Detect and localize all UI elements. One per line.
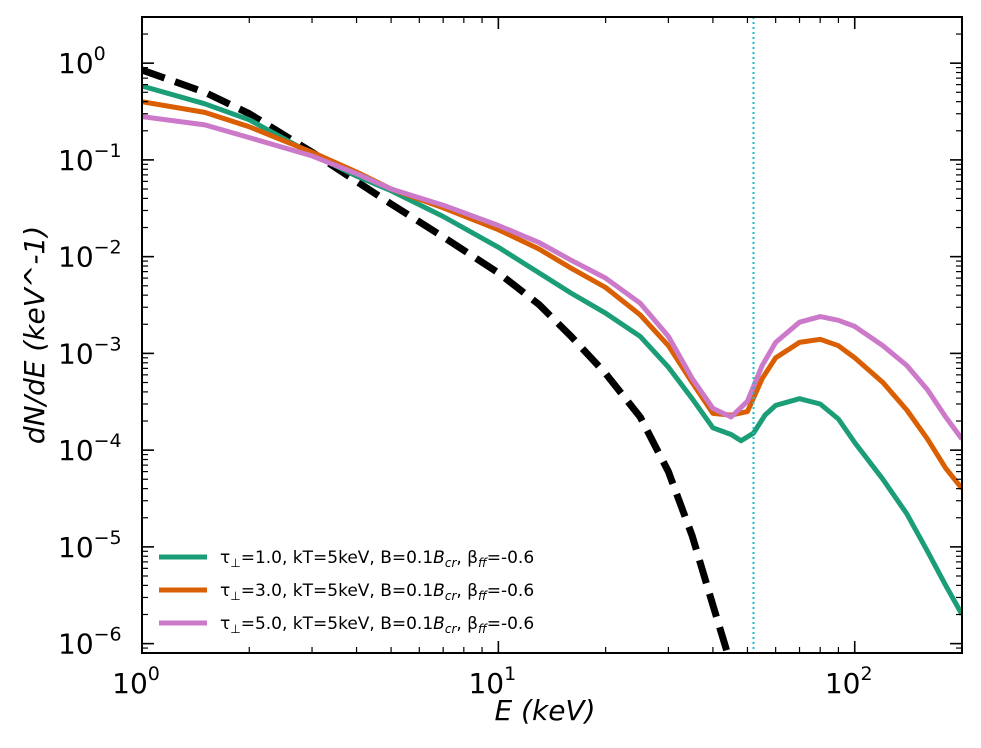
y-tick-label: 10−2 (58, 237, 122, 274)
y-axis: 10−6 10−5 10−4 10−3 10−2 10−1 100 (58, 16, 962, 661)
series-layer (142, 66, 962, 653)
y-tick-label: 10−4 (58, 430, 122, 467)
series-line-1 (142, 83, 962, 616)
legend-label-1: τ⊥=1.0, kT=5keV, B=0.1Bcr, βff=-0.6 (220, 548, 534, 570)
y-tick-label: 10−1 (58, 140, 122, 177)
y-tick-label: 100 (58, 43, 106, 80)
x-tick-label: 100 (112, 663, 160, 700)
y-tick-label: 10−6 (58, 624, 122, 661)
legend-label-2: τ⊥=3.0, kT=5keV, B=0.1Bcr, βff=-0.6 (220, 581, 534, 603)
x-axis-label: E (keV) (494, 694, 595, 727)
plot-frame (141, 16, 963, 654)
x-tick-label: 102 (825, 663, 873, 700)
series-line-3 (142, 114, 962, 441)
series-line-2 (142, 99, 962, 491)
x-axis: 100 101 102 (112, 17, 963, 700)
legend-label-3: τ⊥=5.0, kT=5keV, B=0.1Bcr, βff=-0.6 (220, 614, 534, 636)
series-line-4 (142, 66, 732, 653)
legend: τ⊥=1.0, kT=5keV, B=0.1Bcr, βff=-0.6 τ⊥=3.… (159, 548, 534, 636)
y-tick-label: 10−5 (58, 527, 122, 564)
y-axis-label: dN/dE (keV^-1) (18, 226, 51, 444)
y-tick-label: 10−3 (58, 333, 122, 370)
x-tick-label: 101 (468, 663, 516, 700)
